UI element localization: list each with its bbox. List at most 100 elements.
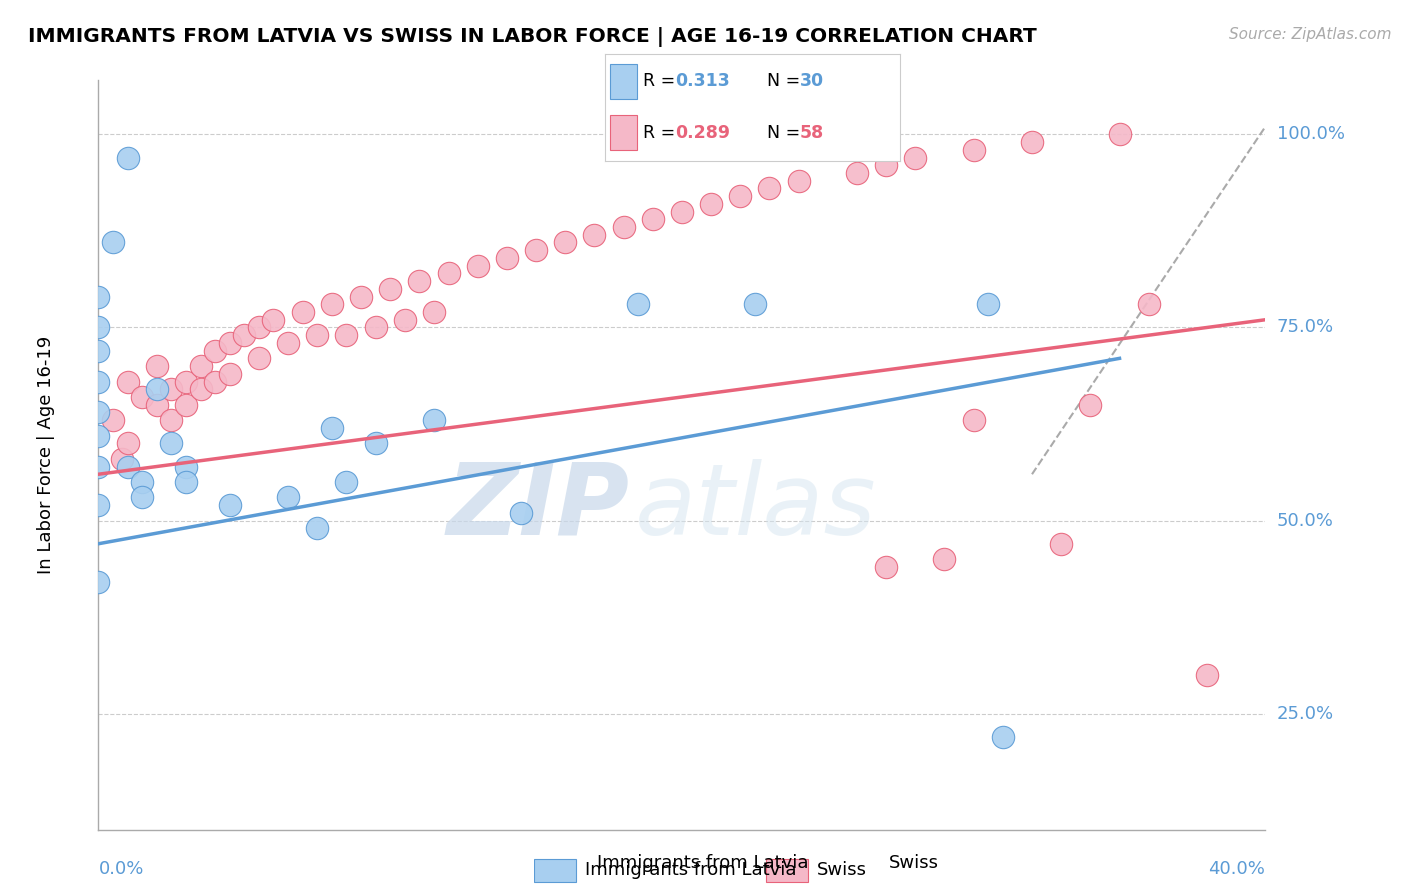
Point: [380, 282, 402, 296]
Point: [423, 413, 446, 427]
Point: [291, 305, 314, 319]
Point: [87, 459, 110, 474]
Text: In Labor Force | Age 16-19: In Labor Force | Age 16-19: [37, 335, 55, 574]
Text: 0.313: 0.313: [675, 72, 730, 90]
Point: [218, 498, 240, 512]
Point: [117, 375, 139, 389]
Point: [1108, 128, 1130, 142]
Point: [787, 174, 810, 188]
Point: [190, 382, 212, 396]
Point: [934, 552, 956, 566]
Point: [101, 235, 124, 250]
Point: [583, 227, 606, 242]
Text: Swiss: Swiss: [817, 861, 868, 879]
Point: [160, 413, 183, 427]
Point: [875, 158, 897, 172]
Point: [174, 375, 197, 389]
Point: [87, 343, 110, 358]
Point: [875, 560, 897, 574]
Point: [554, 235, 576, 250]
Point: [87, 289, 110, 303]
Text: Immigrants from Latvia: Immigrants from Latvia: [598, 855, 808, 872]
Point: [408, 274, 430, 288]
Point: [87, 405, 110, 419]
Point: [117, 151, 139, 165]
Text: 58: 58: [800, 124, 824, 142]
Point: [350, 289, 373, 303]
Point: [335, 475, 357, 489]
Point: [87, 428, 110, 442]
Point: [218, 335, 240, 350]
Point: [146, 359, 169, 373]
Point: [1080, 398, 1102, 412]
Point: [394, 312, 416, 326]
Point: [335, 328, 357, 343]
Text: 40.0%: 40.0%: [1209, 860, 1265, 878]
Point: [437, 266, 460, 280]
Point: [204, 343, 226, 358]
Point: [131, 390, 153, 404]
Point: [174, 475, 197, 489]
Point: [101, 413, 124, 427]
Point: [174, 398, 197, 412]
Bar: [610, 115, 637, 150]
Text: 0.289: 0.289: [675, 124, 731, 142]
Point: [496, 251, 519, 265]
Text: Immigrants from Latvia: Immigrants from Latvia: [585, 861, 796, 879]
Text: N =: N =: [768, 124, 800, 142]
Point: [423, 305, 446, 319]
Text: Source: ZipAtlas.com: Source: ZipAtlas.com: [1229, 27, 1392, 42]
Point: [962, 143, 984, 157]
Text: ZIP: ZIP: [446, 458, 630, 556]
Point: [758, 181, 780, 195]
Text: N =: N =: [768, 72, 800, 90]
Point: [962, 413, 984, 427]
Point: [977, 297, 1000, 311]
Text: atlas: atlas: [636, 458, 877, 556]
Point: [160, 436, 183, 450]
Bar: [610, 64, 637, 99]
Text: 0.0%: 0.0%: [98, 860, 143, 878]
Text: 30: 30: [800, 72, 824, 90]
Point: [262, 312, 284, 326]
Point: [1050, 537, 1073, 551]
Point: [146, 382, 169, 396]
Point: [467, 259, 489, 273]
Point: [87, 575, 110, 590]
Point: [744, 297, 766, 311]
Point: [174, 459, 197, 474]
Point: [233, 328, 256, 343]
Point: [321, 297, 343, 311]
Point: [190, 359, 212, 373]
Point: [247, 320, 270, 334]
Point: [612, 220, 634, 235]
Point: [247, 351, 270, 366]
Point: [364, 320, 387, 334]
Text: IMMIGRANTS FROM LATVIA VS SWISS IN LABOR FORCE | AGE 16-19 CORRELATION CHART: IMMIGRANTS FROM LATVIA VS SWISS IN LABOR…: [28, 27, 1036, 46]
Point: [87, 375, 110, 389]
Point: [904, 151, 927, 165]
Bar: [534, 859, 576, 882]
Point: [700, 197, 723, 211]
Text: 100.0%: 100.0%: [1277, 126, 1344, 144]
Bar: [766, 859, 808, 882]
Point: [627, 297, 650, 311]
Point: [87, 320, 110, 334]
Point: [991, 730, 1014, 744]
Point: [307, 328, 329, 343]
Point: [1195, 668, 1218, 682]
Point: [204, 375, 226, 389]
Text: R =: R =: [643, 72, 675, 90]
Point: [321, 421, 343, 435]
Text: R =: R =: [643, 124, 675, 142]
Point: [117, 436, 139, 450]
Point: [87, 498, 110, 512]
Point: [307, 521, 329, 535]
Point: [111, 451, 134, 466]
Point: [160, 382, 183, 396]
Text: Swiss: Swiss: [889, 855, 939, 872]
Point: [510, 506, 533, 520]
Point: [131, 475, 153, 489]
Point: [524, 244, 547, 258]
Point: [364, 436, 387, 450]
